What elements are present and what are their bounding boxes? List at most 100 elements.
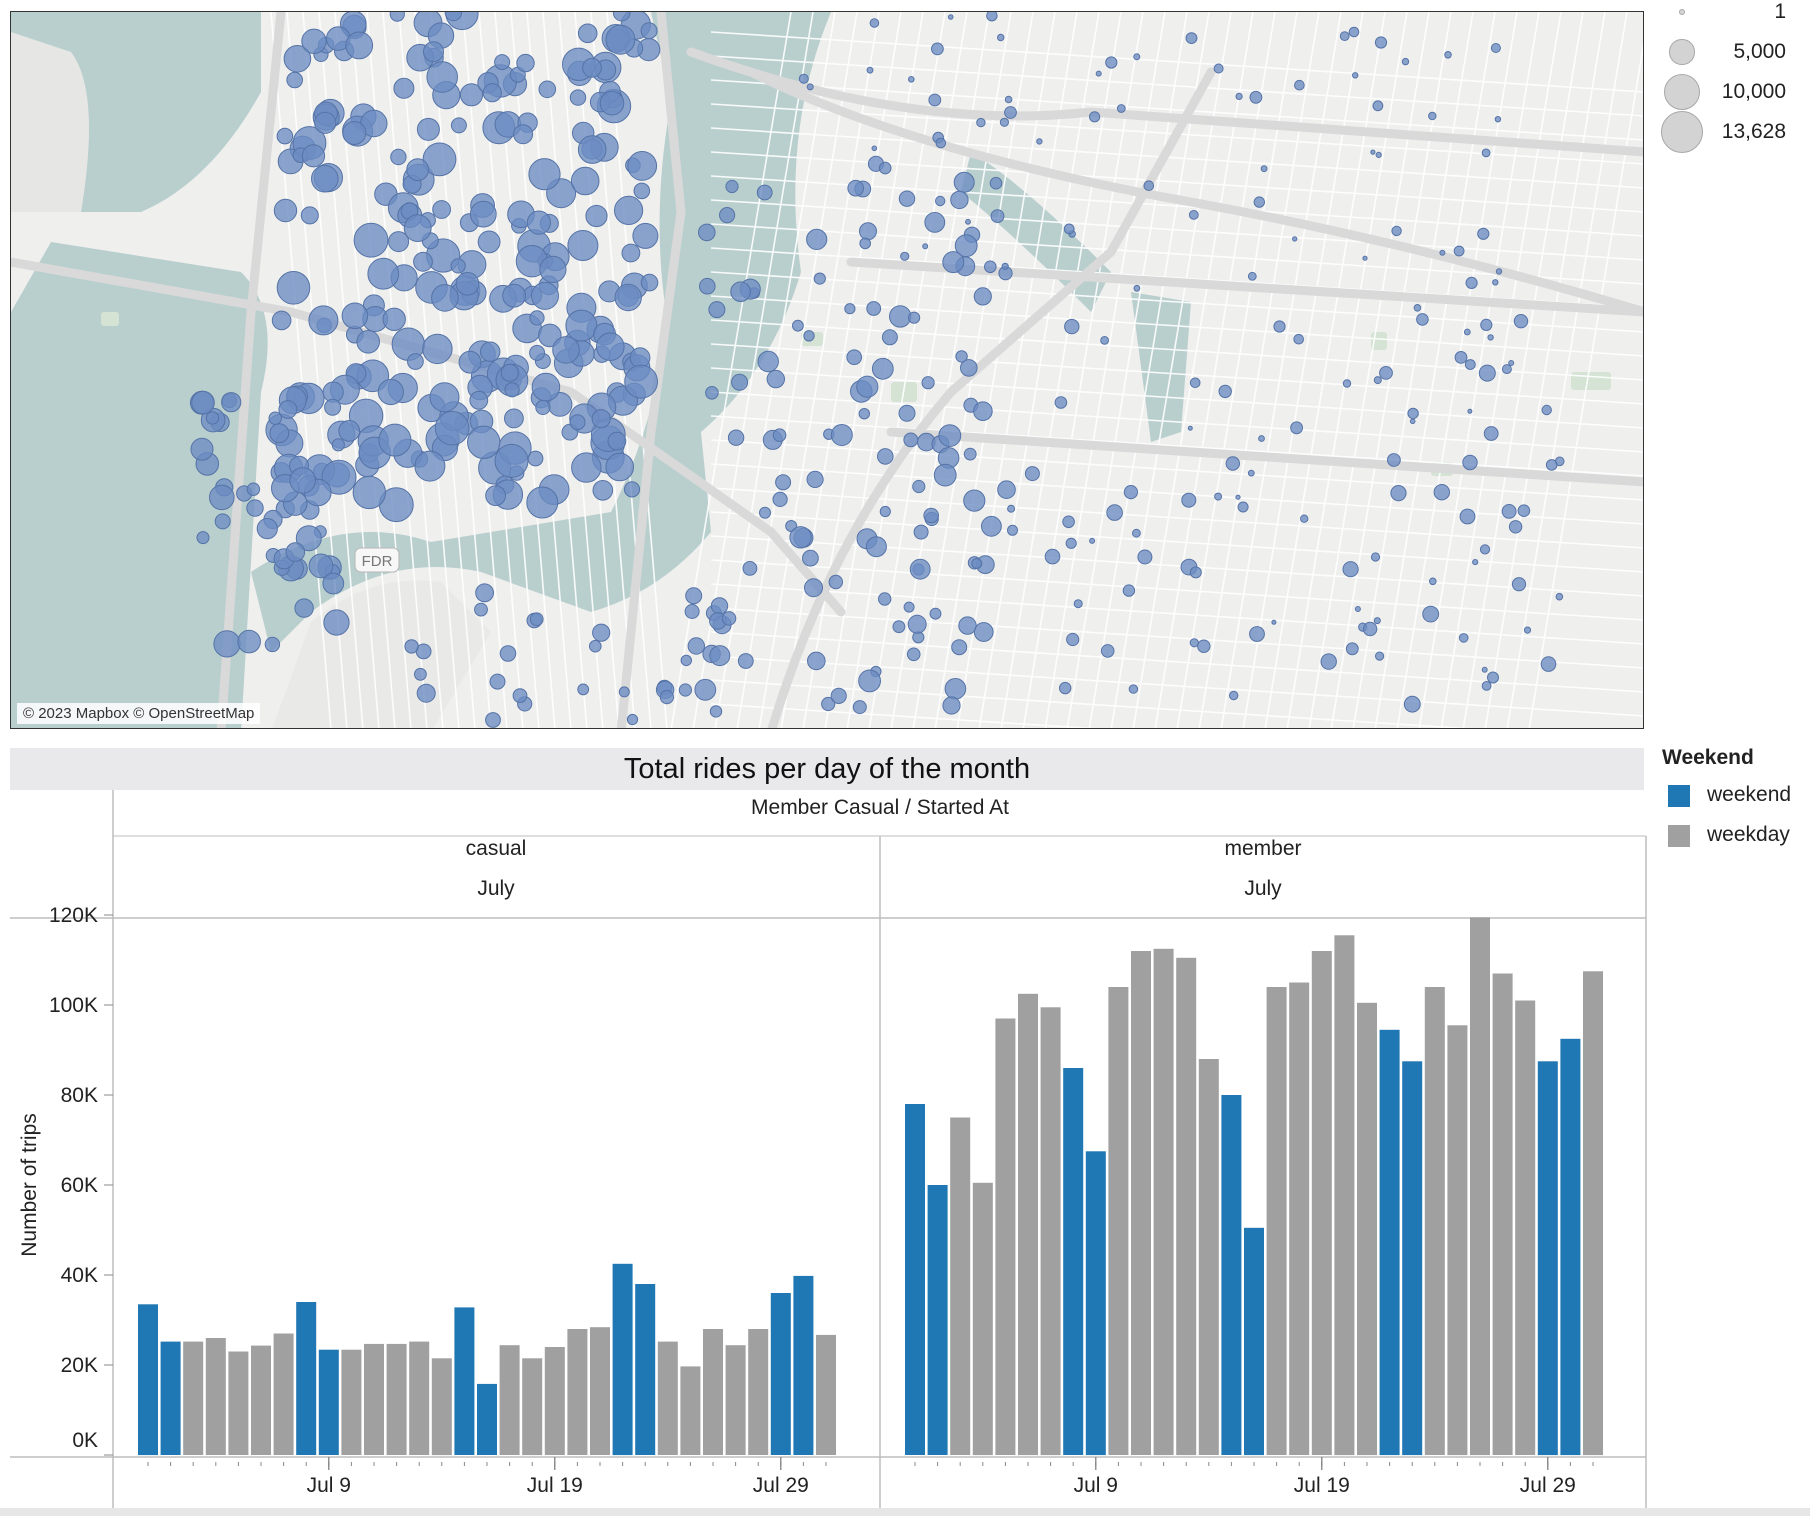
bar-member-day-29[interactable] — [1537, 1061, 1558, 1456]
bar-casual-day-20[interactable] — [567, 1329, 588, 1455]
map-canvas: FDR — [11, 12, 1643, 728]
bar-casual-day-29[interactable] — [770, 1293, 791, 1455]
bar-member-day-31[interactable] — [1583, 971, 1603, 1456]
bar-casual-day-22[interactable] — [612, 1263, 633, 1456]
bar-member-day-3[interactable] — [950, 1117, 971, 1456]
bar-member-day-9[interactable] — [1085, 1151, 1106, 1456]
bar-member-day-5[interactable] — [995, 1018, 1016, 1456]
bar-casual-day-30[interactable] — [793, 1275, 814, 1455]
y-tick-label: 120K — [49, 904, 98, 927]
bar-casual-day-18[interactable] — [522, 1358, 543, 1456]
legend-swatch-weekend — [1668, 785, 1690, 807]
bar-member-day-6[interactable] — [1018, 993, 1038, 1456]
bar-casual-day-12[interactable] — [386, 1343, 407, 1455]
size-legend-bubble — [1679, 9, 1685, 15]
bar-casual-day-24[interactable] — [657, 1341, 678, 1455]
bar-casual-day-14[interactable] — [431, 1358, 452, 1456]
legend-item-weekend[interactable]: weekend — [1662, 780, 1810, 820]
bar-member-day-22[interactable] — [1379, 1029, 1400, 1456]
bar-member-day-17[interactable] — [1266, 987, 1287, 1455]
bar-casual-day-26[interactable] — [703, 1329, 723, 1455]
bar-member-day-21[interactable] — [1357, 1002, 1377, 1456]
bar-casual-day-13[interactable] — [409, 1341, 430, 1455]
size-legend-label: 1 — [1774, 0, 1786, 23]
x-tick-label: Jul 9 — [1074, 1474, 1118, 1497]
bar-casual-day-4[interactable] — [205, 1338, 226, 1455]
legend-item-weekday[interactable]: weekday — [1662, 820, 1810, 860]
size-legend-bubble — [1664, 74, 1700, 110]
y-tick-label: 80K — [61, 1084, 98, 1107]
bar-casual-day-27[interactable] — [725, 1345, 746, 1455]
bar-member-day-10[interactable] — [1108, 987, 1129, 1455]
bar-member-day-23[interactable] — [1402, 1061, 1423, 1456]
bar-casual-day-5[interactable] — [228, 1351, 249, 1456]
bar-member-day-28[interactable] — [1515, 1000, 1536, 1456]
y-tick-label: 100K — [49, 994, 98, 1017]
size-legend-bubble — [1661, 111, 1703, 153]
bar-casual-day-11[interactable] — [364, 1343, 384, 1455]
bar-member-day-7[interactable] — [1040, 1007, 1061, 1456]
bar-member-day-20[interactable] — [1334, 935, 1355, 1456]
bar-member-day-16[interactable] — [1244, 1227, 1264, 1456]
bar-casual-day-31[interactable] — [816, 1334, 836, 1455]
bar-member-day-30[interactable] — [1560, 1038, 1581, 1456]
bar-member-day-11[interactable] — [1131, 951, 1151, 1455]
color-legend: Weekend weekend weekday — [1662, 746, 1810, 860]
bar-member-day-12[interactable] — [1153, 948, 1174, 1456]
size-legend-label: 5,000 — [1733, 40, 1786, 63]
bar-casual-day-3[interactable] — [183, 1341, 204, 1455]
bar-casual-day-7[interactable] — [273, 1333, 294, 1456]
bar-member-day-27[interactable] — [1492, 973, 1513, 1456]
bar-casual-day-28[interactable] — [748, 1329, 769, 1455]
bar-casual-day-8[interactable] — [296, 1302, 317, 1455]
bars-member — [905, 917, 1603, 1456]
bar-member-day-24[interactable] — [1424, 987, 1445, 1455]
bar-casual-day-17[interactable] — [499, 1345, 520, 1455]
x-tick-label: Jul 29 — [1520, 1474, 1576, 1497]
bottom-scroll-strip — [0, 1508, 1810, 1516]
size-legend-row: 5,000 — [1660, 32, 1810, 72]
bar-member-day-18[interactable] — [1289, 982, 1310, 1456]
bar-casual-day-2[interactable] — [160, 1341, 181, 1455]
legend-swatch-weekday — [1668, 825, 1690, 847]
bar-casual-day-9[interactable] — [318, 1349, 339, 1455]
y-axis-label: Number of trips — [18, 1113, 41, 1257]
bar-casual-day-1[interactable] — [138, 1304, 158, 1456]
size-legend-row: 10,000 — [1660, 72, 1810, 112]
panel-header: Member Casual / Started At — [751, 796, 1009, 819]
x-tick-label: Jul 19 — [527, 1474, 583, 1497]
bar-casual-day-15[interactable] — [454, 1307, 475, 1455]
bar-casual-day-25[interactable] — [680, 1366, 701, 1455]
size-legend-row: 13,628 — [1660, 111, 1810, 153]
bar-casual-day-6[interactable] — [251, 1345, 271, 1455]
bar-member-day-13[interactable] — [1176, 957, 1197, 1456]
panel-name-member: member — [1224, 837, 1301, 860]
bar-member-day-15[interactable] — [1221, 1095, 1242, 1455]
y-tick-label: 40K — [61, 1264, 98, 1287]
bar-casual-day-19[interactable] — [544, 1347, 565, 1455]
bar-casual-day-21[interactable] — [590, 1327, 610, 1455]
bar-member-day-19[interactable] — [1311, 951, 1332, 1455]
x-tick-label: Jul 19 — [1294, 1474, 1350, 1497]
bar-casual-day-23[interactable] — [635, 1284, 656, 1455]
bar-casual-day-10[interactable] — [341, 1349, 362, 1455]
y-tick-label: 60K — [61, 1174, 98, 1197]
x-tick-label: Jul 9 — [307, 1474, 351, 1497]
bar-member-day-4[interactable] — [972, 1182, 993, 1456]
size-legend-label: 10,000 — [1721, 80, 1786, 103]
station-map[interactable]: FDR © 2023 Mapbox © OpenStreetMap — [10, 11, 1644, 729]
bar-member-day-8[interactable] — [1063, 1068, 1084, 1455]
panel-name-casual: casual — [466, 837, 527, 860]
bar-member-day-2[interactable] — [927, 1185, 948, 1455]
legend-label-weekday: weekday — [1707, 823, 1790, 846]
bar-member-day-14[interactable] — [1198, 1059, 1219, 1455]
y-tick-label: 20K — [61, 1354, 98, 1377]
bar-casual-day-16[interactable] — [477, 1383, 497, 1455]
panel-month-casual: July — [477, 877, 515, 900]
road-label-fdr: FDR — [354, 547, 400, 573]
bar-member-day-26[interactable] — [1470, 917, 1490, 1456]
bar-member-day-1[interactable] — [905, 1104, 925, 1455]
bar-member-day-25[interactable] — [1447, 1025, 1468, 1456]
size-legend-bubble — [1669, 39, 1695, 65]
map-attribution: © 2023 Mapbox © OpenStreetMap — [17, 703, 261, 724]
